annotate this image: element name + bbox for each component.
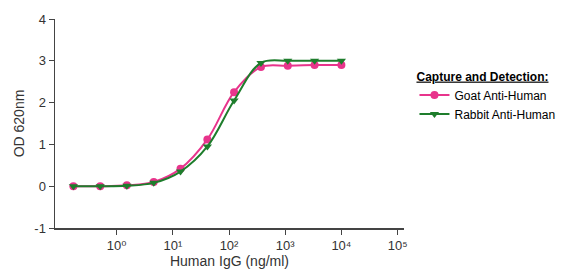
svg-text:10⁴: 10⁴ (331, 238, 351, 253)
svg-text:Goat Anti-Human: Goat Anti-Human (454, 89, 546, 103)
svg-text:0: 0 (39, 179, 46, 194)
svg-text:10⁰: 10⁰ (107, 238, 127, 253)
svg-text:Human IgG (ng/ml): Human IgG (ng/ml) (170, 253, 289, 269)
svg-text:10⁵: 10⁵ (388, 238, 408, 253)
svg-text:1: 1 (39, 137, 46, 152)
svg-text:10³: 10³ (276, 238, 295, 253)
svg-text:10¹: 10¹ (163, 238, 182, 253)
svg-text:3: 3 (39, 53, 46, 68)
svg-text:Capture and Detection:: Capture and Detection: (416, 70, 548, 84)
svg-text:Rabbit Anti-Human: Rabbit Anti-Human (454, 108, 555, 122)
svg-text:-1: -1 (34, 221, 46, 236)
svg-text:2: 2 (39, 95, 46, 110)
svg-text:10²: 10² (220, 238, 239, 253)
svg-text:4: 4 (39, 12, 46, 27)
svg-text:OD 620nm: OD 620nm (11, 90, 27, 158)
